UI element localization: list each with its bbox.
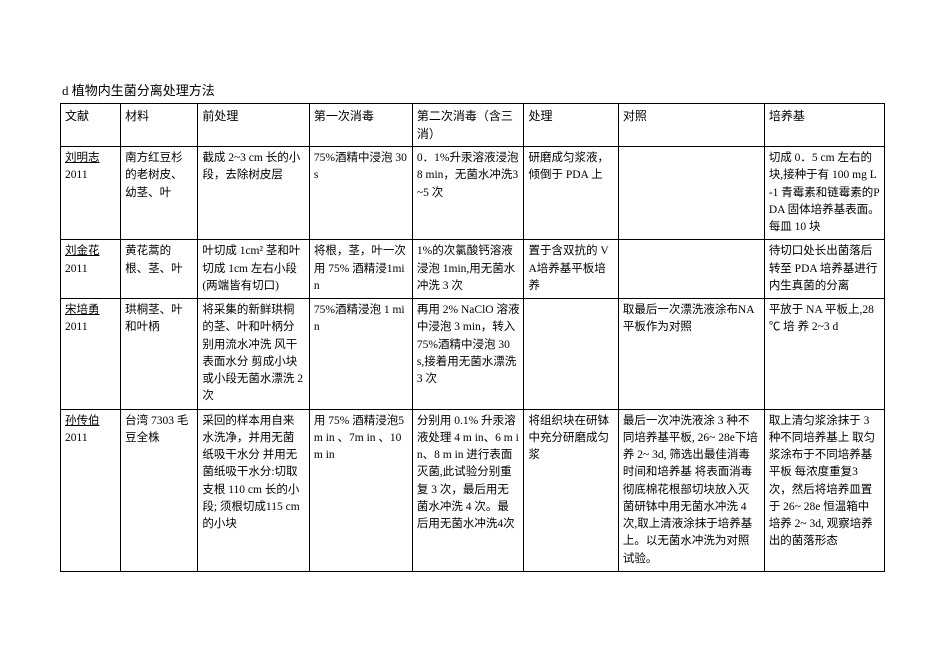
- cell-pretreatment: 采回的样本用自来水洗净，并用无菌纸吸干水分 并用无菌纸吸干水分:切取支根 110…: [198, 409, 310, 571]
- header-disinfect1: 第一次消毒: [309, 104, 412, 147]
- cell-ref: 刘金花 2011: [61, 240, 121, 299]
- ref-year: 2011: [65, 432, 88, 444]
- cell-medium: 取上清匀浆涂抹于 3 种不同培养基上 取匀浆涂布于不同培养基平板 每浓度重复3 …: [764, 409, 884, 571]
- cell-material: 珙桐茎、叶和叶柄: [121, 299, 198, 410]
- cell-disinfect1: 75%酒精浸泡 1 min: [309, 299, 412, 410]
- cell-disinfect2: 0．1%升汞溶液浸泡 8 min，无菌水冲洗3~5 次: [412, 147, 524, 240]
- cell-control: [618, 147, 764, 240]
- cell-process: [524, 299, 618, 410]
- cell-process: 研磨成匀浆液，倾倒于 PDA 上: [524, 147, 618, 240]
- ref-name: 刘金花: [65, 243, 116, 260]
- cell-control: 最后一次冲洗液涂 3 种不同培养基平板, 26~ 28e下培养 2~ 3d, 筛…: [618, 409, 764, 571]
- table-header-row: 文献 材料 前处理 第一次消毒 第二次消毒（含三消） 处理 对照 培养基: [61, 104, 885, 147]
- ref-name: 宋培勇: [65, 302, 116, 319]
- cell-ref: 宋培勇 2011: [61, 299, 121, 410]
- table-row: 刘金花 2011 黄花蒿的根、茎、叶 叶切成 1cm² 茎和叶切成 1cm 左右…: [61, 240, 885, 299]
- cell-medium: 平放于 NA 平板上,28 ℃ 培 养 2~3 d: [764, 299, 884, 410]
- ref-name: 刘明志: [65, 150, 116, 167]
- page-title: d 植物内生菌分离处理方法: [60, 80, 885, 99]
- cell-ref: 刘明志 2011: [61, 147, 121, 240]
- cell-material: 南方红豆杉的老树皮、幼茎、叶: [121, 147, 198, 240]
- header-process: 处理: [524, 104, 618, 147]
- cell-ref: 孙传伯 2011: [61, 409, 121, 571]
- table-row: 宋培勇 2011 珙桐茎、叶和叶柄 将采集的新鲜珙桐的茎、叶和叶柄分别用流水冲洗…: [61, 299, 885, 410]
- cell-process: 置于含双抗的 VA培养基平板培养: [524, 240, 618, 299]
- table-row: 刘明志 2011 南方红豆杉的老树皮、幼茎、叶 截成 2~3 cm 长的小段，去…: [61, 147, 885, 240]
- cell-disinfect2: 1%的次氯酸钙溶液浸泡 1min,用无菌水冲洗 3 次: [412, 240, 524, 299]
- cell-medium: 待切口处长出菌落后转至 PDA 培养基进行内生真菌的分离: [764, 240, 884, 299]
- header-disinfect2: 第二次消毒（含三消）: [412, 104, 524, 147]
- methods-table: 文献 材料 前处理 第一次消毒 第二次消毒（含三消） 处理 对照 培养基 刘明志…: [60, 103, 885, 572]
- ref-year: 2011: [65, 263, 88, 275]
- header-material: 材料: [121, 104, 198, 147]
- cell-disinfect2: 再用 2% NaClO 溶液中浸泡 3 min，转入 75%酒精中浸泡 30 s…: [412, 299, 524, 410]
- cell-control: 取最后一次漂洗液涂布NA 平板作为对照: [618, 299, 764, 410]
- header-medium: 培养基: [764, 104, 884, 147]
- cell-disinfect1: 用 75% 酒精浸泡5m in 、7m in 、10m in: [309, 409, 412, 571]
- cell-material: 台湾 7303 毛豆全株: [121, 409, 198, 571]
- ref-year: 2011: [65, 169, 88, 181]
- cell-disinfect1: 75%酒精中浸泡 30 s: [309, 147, 412, 240]
- ref-year: 2011: [65, 321, 88, 333]
- cell-pretreatment: 截成 2~3 cm 长的小段，去除树皮层: [198, 147, 310, 240]
- header-pretreatment: 前处理: [198, 104, 310, 147]
- cell-process: 将组织块在研钵中充分研磨成匀浆: [524, 409, 618, 571]
- cell-control: [618, 240, 764, 299]
- cell-pretreatment: 叶切成 1cm² 茎和叶切成 1cm 左右小段(两端皆有切口): [198, 240, 310, 299]
- cell-pretreatment: 将采集的新鲜珙桐的茎、叶和叶柄分别用流水冲洗 风干表面水分 剪成小块或小段无菌水…: [198, 299, 310, 410]
- header-control: 对照: [618, 104, 764, 147]
- cell-material: 黄花蒿的根、茎、叶: [121, 240, 198, 299]
- table-row: 孙传伯 2011 台湾 7303 毛豆全株 采回的样本用自来水洗净，并用无菌纸吸…: [61, 409, 885, 571]
- cell-disinfect1: 将根，茎，叶一次用 75% 酒精浸1min: [309, 240, 412, 299]
- cell-medium: 切成 0．5 cm 左右的块,接种于有 100 mg L-1 青霉素和链霉素的P…: [764, 147, 884, 240]
- cell-disinfect2: 分别用 0.1% 升汞溶液处理 4 m in、6 m in、8 m in 进行表…: [412, 409, 524, 571]
- header-ref: 文献: [61, 104, 121, 147]
- ref-name: 孙传伯: [65, 413, 116, 430]
